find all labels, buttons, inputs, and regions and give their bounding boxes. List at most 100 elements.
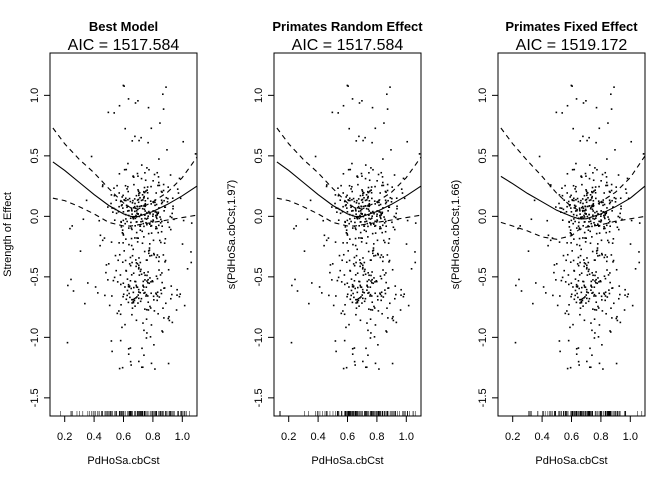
scatter-point xyxy=(561,112,564,114)
scatter-point xyxy=(150,224,153,227)
scatter-point xyxy=(141,207,144,210)
scatter-point xyxy=(105,264,108,266)
scatter-point xyxy=(149,307,152,309)
scatter-point xyxy=(124,184,127,187)
scatter-point xyxy=(578,364,580,366)
scatter-point xyxy=(115,199,118,201)
scatter-point xyxy=(603,256,606,259)
scatter-point xyxy=(363,261,366,264)
scatter-point xyxy=(368,204,371,206)
scatter-point xyxy=(69,227,71,230)
scatter-point xyxy=(616,315,618,318)
scatter-point xyxy=(570,282,573,285)
scatter-point xyxy=(615,268,618,271)
scatter-point xyxy=(124,127,127,130)
scatter-point xyxy=(566,192,569,194)
scatter-point xyxy=(410,268,413,270)
scatter-point xyxy=(386,183,389,186)
scatter-point xyxy=(129,200,132,203)
scatter-point xyxy=(571,250,574,252)
scatter-point xyxy=(585,302,587,304)
scatter-point xyxy=(358,135,360,138)
scatter-point xyxy=(597,255,599,257)
scatter-point xyxy=(594,186,597,188)
scatter-point xyxy=(171,321,174,324)
scatter-point xyxy=(591,329,593,332)
scatter-point xyxy=(594,280,596,282)
scatter-point xyxy=(562,254,565,257)
scatter-point xyxy=(585,201,588,204)
scatter-point xyxy=(164,261,166,263)
scatter-point xyxy=(107,111,110,114)
scatter-point xyxy=(368,217,370,220)
scatter-point xyxy=(578,207,581,209)
panel-3: Primates Fixed Effect AIC = 1519.172 0.2 0.… xyxy=(450,19,646,467)
scatter-point xyxy=(138,139,140,142)
scatter-point xyxy=(598,281,600,283)
scatter-point xyxy=(291,284,293,287)
scatter-point xyxy=(593,286,596,288)
scatter-point xyxy=(140,177,143,180)
scatter-point xyxy=(566,205,568,208)
scatter-point xyxy=(566,367,569,370)
panel-subtitle: AIC = 1519.172 xyxy=(516,37,628,54)
scatter-point xyxy=(381,184,383,187)
scatter-point xyxy=(163,317,165,319)
scatter-point xyxy=(163,287,166,289)
scatter-point xyxy=(355,209,357,212)
scatter-point xyxy=(346,211,349,213)
panel-2: Primates Random Effect AIC = 1517.584 0.2 0… xyxy=(226,19,423,467)
scatter-point xyxy=(605,224,608,227)
scatter-point xyxy=(331,111,334,114)
scatter-point xyxy=(70,278,72,281)
scatter-point xyxy=(155,203,158,206)
scatter-point xyxy=(131,202,134,204)
scatter-point xyxy=(370,191,373,194)
scatter-point xyxy=(113,194,116,197)
scatter-point xyxy=(155,192,158,194)
scatter-point xyxy=(566,104,569,107)
scatter-point xyxy=(137,294,140,296)
scatter-point xyxy=(388,259,391,262)
scatter-point xyxy=(147,309,150,311)
scatter-point xyxy=(578,237,581,240)
scatter-point xyxy=(157,312,159,315)
scatter-point xyxy=(167,186,170,188)
scatter-point xyxy=(586,264,588,267)
scatter-point xyxy=(159,222,162,224)
scatter-point xyxy=(361,302,363,304)
scatter-point xyxy=(586,194,588,197)
scatter-point xyxy=(600,215,602,217)
scatter-point xyxy=(127,347,130,350)
scatter-point xyxy=(364,273,367,276)
scatter-point xyxy=(572,184,575,187)
scatter-point xyxy=(591,190,593,193)
scatter-point xyxy=(145,337,148,339)
scatter-point xyxy=(138,274,141,276)
scatter-point xyxy=(370,186,373,188)
scatter-point xyxy=(87,282,89,284)
scatter-point xyxy=(112,211,114,213)
scatter-point xyxy=(120,204,123,207)
scatter-point xyxy=(158,184,161,187)
scatter-point xyxy=(354,221,356,224)
scatter-point xyxy=(575,283,578,286)
scatter-point xyxy=(364,366,367,369)
scatter-point xyxy=(153,344,155,346)
scatter-point xyxy=(359,286,362,288)
scatter-point xyxy=(569,366,572,369)
scatter-point xyxy=(121,261,124,264)
scatter-point xyxy=(137,175,139,177)
scatter-point xyxy=(148,210,150,213)
scatter-point xyxy=(373,336,376,338)
scatter-point xyxy=(587,225,590,227)
scatter-point xyxy=(137,190,140,193)
scatter-point xyxy=(140,205,143,207)
scatter-point xyxy=(116,312,119,315)
scatter-point xyxy=(358,259,361,261)
x-tick-label: 0.4 xyxy=(534,431,549,443)
scatter-point xyxy=(570,207,572,209)
scatter-point xyxy=(143,190,145,193)
scatter-point xyxy=(122,282,125,285)
scatter-point xyxy=(122,219,125,222)
